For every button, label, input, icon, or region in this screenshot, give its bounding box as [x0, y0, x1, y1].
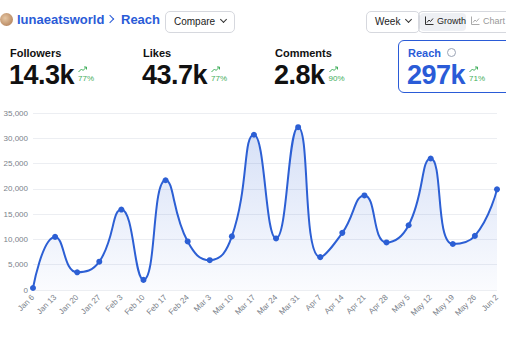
svg-text:Mar 17: Mar 17 [233, 292, 257, 316]
svg-text:Mar 10: Mar 10 [211, 292, 235, 316]
svg-text:Apr 28: Apr 28 [367, 292, 390, 315]
svg-text:5,000: 5,000 [8, 260, 29, 269]
html-text:77%: 77% [78, 74, 95, 83]
svg-text:Apr 21: Apr 21 [345, 292, 368, 315]
html-text:Compare: Compare [174, 16, 216, 27]
html-text:Comments: Comments [275, 47, 332, 59]
svg-text:15,000: 15,000 [4, 210, 29, 219]
svg-text:10,000: 10,000 [4, 235, 29, 244]
svg-text:Jan 20: Jan 20 [57, 292, 81, 316]
svg-text:Jan 13: Jan 13 [35, 292, 59, 316]
svg-text:Feb 10: Feb 10 [123, 292, 147, 316]
html-text:lunaeatsworld: lunaeatsworld [17, 12, 105, 27]
html-text:Growth: Growth [437, 16, 466, 26]
svg-text:Jun 2: Jun 2 [480, 292, 501, 313]
html-text:Likes: Likes [143, 47, 172, 59]
svg-text:Jan 27: Jan 27 [79, 292, 103, 316]
svg-text:Apr 7: Apr 7 [304, 292, 324, 312]
html-text:2.8k: 2.8k [274, 60, 325, 90]
html-text:Chart: Chart [483, 16, 505, 26]
svg-text:Mar 3: Mar 3 [192, 292, 213, 314]
html-text:Followers: Followers [10, 47, 62, 59]
html-text:297k: 297k [407, 60, 466, 90]
svg-text:20,000: 20,000 [4, 184, 29, 193]
html-text:90%: 90% [328, 74, 345, 83]
html-text:Week: Week [375, 16, 401, 27]
svg-text:Jan 6: Jan 6 [16, 292, 37, 313]
svg-text:Apr 14: Apr 14 [323, 292, 346, 315]
svg-text:Feb 17: Feb 17 [145, 292, 169, 316]
html-text:71%: 71% [469, 74, 486, 83]
svg-text:Mar 24: Mar 24 [255, 292, 279, 316]
svg-text:35,000: 35,000 [4, 109, 29, 118]
svg-text:May 19: May 19 [431, 292, 456, 317]
html-text:14.3k: 14.3k [9, 60, 75, 90]
svg-text:0: 0 [24, 286, 29, 295]
svg-text:May 12: May 12 [409, 292, 434, 317]
svg-text:May 5: May 5 [390, 292, 412, 315]
html-text:77%: 77% [211, 74, 228, 83]
html-text:Reach: Reach [121, 12, 160, 27]
html-text:Reach: Reach [408, 47, 441, 59]
svg-text:Mar 31: Mar 31 [277, 292, 301, 316]
svg-text:Feb 24: Feb 24 [167, 292, 191, 316]
svg-text:May 26: May 26 [453, 292, 478, 317]
html-text:43.7k: 43.7k [142, 60, 208, 90]
svg-text:30,000: 30,000 [4, 134, 29, 143]
svg-text:Feb 3: Feb 3 [103, 292, 125, 314]
svg-text:25,000: 25,000 [4, 159, 29, 168]
